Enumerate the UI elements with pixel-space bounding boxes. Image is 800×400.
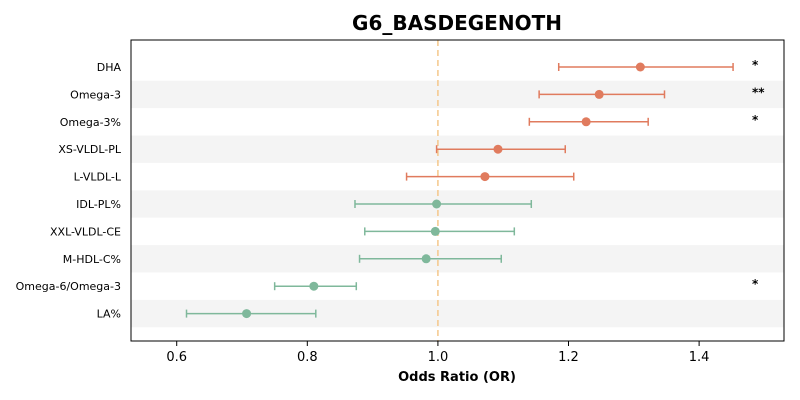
category-label: M-HDL-C% [63, 253, 121, 266]
significance-label: * [752, 58, 759, 72]
odds-ratio-point [635, 62, 645, 72]
category-label: XXL-VLDL-CE [50, 225, 121, 238]
x-tick-label: 0.6 [166, 350, 187, 365]
odds-ratio-point [493, 144, 503, 154]
category-label: Omega-3 [70, 88, 121, 101]
odds-ratio-point [594, 89, 604, 99]
chart-title: G6_BASDEGENOTH [352, 11, 562, 35]
odds-ratio-point [242, 309, 252, 319]
data-marks-group [185, 62, 734, 319]
significance-label: ** [752, 85, 765, 99]
odds-ratio-point [432, 199, 442, 209]
category-label: IDL-PL% [76, 198, 121, 211]
category-label: L-VLDL-L [74, 171, 122, 184]
x-axis: 0.6 0.8 1.0 1.2 1.4 [166, 341, 709, 365]
odds-ratio-point [309, 281, 319, 291]
odds-ratio-point [480, 172, 490, 182]
category-label: Omega-6/Omega-3 [16, 280, 121, 293]
significance-labels-group: ***** [752, 58, 765, 291]
category-label: Omega-3% [60, 116, 121, 129]
category-label: XS-VLDL-PL [58, 143, 122, 156]
odds-ratio-point [421, 254, 431, 264]
x-tick-label: 1.4 [689, 350, 710, 365]
significance-label: * [752, 113, 759, 127]
category-label: DHA [97, 61, 122, 74]
x-tick-label: 1.0 [428, 350, 449, 365]
x-tick-label: 0.8 [297, 350, 318, 365]
x-tick-label: 1.2 [558, 350, 579, 365]
odds-ratio-point [430, 226, 440, 236]
odds-ratio-point [581, 117, 591, 127]
x-axis-label: Odds Ratio (OR) [398, 370, 516, 385]
row-shade [131, 80, 784, 109]
significance-label: * [752, 277, 759, 291]
category-label: LA% [97, 308, 121, 321]
category-labels-group: DHA Omega-3 Omega-3% XS-VLDL-PL L-VLDL-L IDL-… [16, 61, 122, 321]
plot-frame [130, 39, 785, 342]
